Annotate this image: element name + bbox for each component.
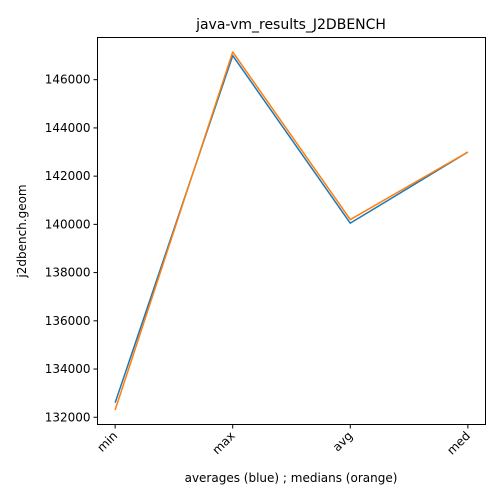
y-tick-label: 136000: [45, 314, 91, 328]
x-tick-label: avg: [330, 429, 356, 455]
y-tick-label: 142000: [45, 169, 91, 183]
y-axis-label: j2dbench.geom: [15, 184, 29, 278]
y-tick-label: 138000: [45, 266, 91, 280]
x-axis-label: averages (blue) ; medians (orange): [185, 471, 398, 485]
y-tick-label: 144000: [45, 121, 91, 135]
y-tick-label: 146000: [45, 73, 91, 87]
chart-title: java-vm_results_J2DBENCH: [195, 17, 386, 33]
y-tick-label: 140000: [45, 217, 91, 231]
x-axis-ticks: min max avg med: [94, 424, 473, 458]
y-axis-ticks: 132000 134000 136000 138000 140000 142000 1440…: [45, 73, 98, 424]
y-tick-label: 132000: [45, 410, 91, 424]
series-layer: [114, 51, 469, 411]
x-tick-label: min: [94, 429, 120, 455]
y-tick-label: 134000: [45, 362, 91, 376]
series-line-0: [114, 54, 469, 404]
x-tick-label: max: [209, 429, 237, 457]
series-line-1: [114, 51, 469, 411]
plot-frame: [97, 37, 486, 425]
x-tick-label: med: [444, 429, 473, 458]
